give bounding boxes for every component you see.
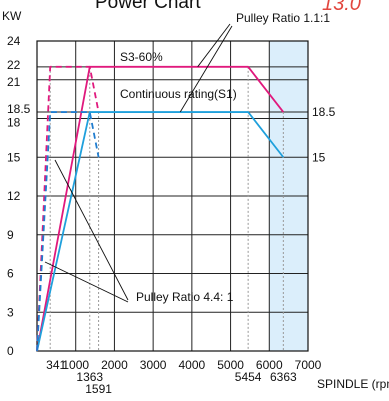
y-tick-label-18: 18 bbox=[7, 116, 21, 130]
x-tick-label-4000: 4000 bbox=[179, 358, 206, 372]
right-value-label-15: 15 bbox=[312, 150, 326, 164]
y-tick-label-24: 24 bbox=[7, 34, 21, 48]
annotation-leader-line-0 bbox=[197, 23, 231, 68]
y-tick-label-12: 12 bbox=[7, 189, 21, 203]
y-tick-label-18-5: 18.5 bbox=[7, 102, 31, 116]
drop-lines-layer bbox=[49, 66, 284, 351]
x-tick-label-2000: 2000 bbox=[101, 358, 128, 372]
y-tick-label-6: 6 bbox=[7, 267, 14, 281]
axes-layer bbox=[36, 40, 309, 352]
plot-frame bbox=[36, 40, 309, 352]
x-extra-tick-label-1363: 1363 bbox=[76, 370, 103, 384]
annotation-s3-60: S3-60% bbox=[120, 50, 163, 64]
annotation-leader-line-3 bbox=[44, 261, 129, 303]
x-tick-label-3000: 3000 bbox=[140, 358, 167, 372]
chart-title: Power Chart bbox=[95, 0, 201, 13]
series-line-2 bbox=[36, 65, 100, 352]
x-extra-tick-label-341: 341 bbox=[46, 358, 66, 372]
series-line-1 bbox=[36, 111, 285, 352]
annotation-pulley-ratio-4-4: Pulley Ratio 4.4: 1 bbox=[136, 290, 234, 304]
x-tick-label-1000: 1000 bbox=[62, 358, 89, 372]
y-tick-label-9: 9 bbox=[7, 228, 14, 242]
leader-lines-layer bbox=[44, 23, 233, 303]
x-tick-label-7000: 7000 bbox=[295, 358, 322, 372]
x-axis-unit-label: SPINDLE (rpm) bbox=[317, 377, 389, 391]
x-extra-tick-label-6363: 6363 bbox=[270, 370, 297, 384]
series-line-0 bbox=[36, 65, 285, 352]
chart-title-accent: 13.0 bbox=[322, 0, 361, 15]
x-extra-tick-label-5454: 5454 bbox=[235, 370, 262, 384]
series-layer bbox=[36, 65, 285, 352]
y-tick-label-3: 3 bbox=[7, 305, 14, 319]
tick-labels-layer: 1000 2000 3000 4000 5000 6000 7000341136315915… bbox=[7, 34, 322, 396]
annotation-leader-line-1 bbox=[179, 25, 233, 113]
y-tick-label-21: 21 bbox=[7, 75, 21, 89]
annotation-leader-line-2 bbox=[54, 159, 129, 301]
y-tick-label-15: 15 bbox=[7, 150, 21, 164]
annotation-continuous-rating: Continuous rating(S1) bbox=[120, 87, 237, 101]
x-tick-label-5000: 5000 bbox=[217, 358, 244, 372]
right-labels-layer: 18.5 15 bbox=[312, 105, 336, 164]
x-extra-tick-label-1591: 1591 bbox=[85, 382, 112, 396]
y-tick-label-0: 0 bbox=[7, 344, 14, 358]
x-tick-label-6000: 6000 bbox=[256, 358, 283, 372]
annotation-pulley-ratio-1-1: Pulley Ratio 1.1:1 bbox=[236, 11, 330, 25]
series-line-3 bbox=[36, 111, 100, 352]
y-axis-unit-label: KW bbox=[2, 9, 22, 23]
right-value-label-18-5: 18.5 bbox=[312, 105, 336, 119]
y-tick-label-22: 22 bbox=[7, 58, 21, 72]
